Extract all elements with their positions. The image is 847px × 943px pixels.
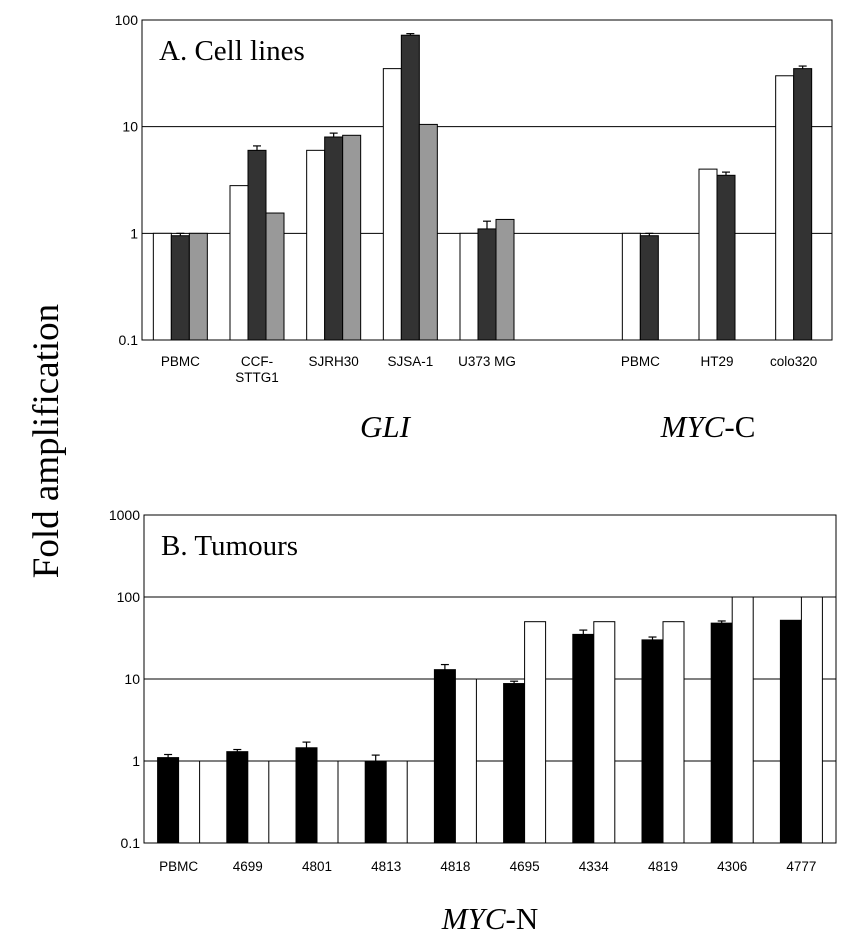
group-label-myc-n-part: -N	[506, 901, 539, 936]
bar-4777-black	[779, 619, 802, 844]
x-tick-label: STTG1	[235, 370, 279, 385]
panel-title: A. Cell lines	[159, 35, 305, 67]
group-label-myc-c-part: MYC	[660, 409, 725, 444]
bar-4813-black	[364, 760, 387, 844]
bar-4777-white	[800, 596, 823, 844]
y-axis-label: Fold amplification	[26, 304, 67, 578]
bar-pbmc-grey	[188, 232, 208, 341]
bar-ccf-sttg1-white	[229, 185, 249, 341]
x-tick-label: 4334	[579, 859, 610, 874]
bar-colo320-dark	[793, 68, 813, 341]
group-label-gli: GLI	[360, 409, 412, 444]
bar-u373-mg-grey	[495, 218, 515, 341]
bar-sjrh30-white	[306, 149, 326, 341]
bar-4819-white	[662, 621, 685, 844]
bar-pbmc-black	[157, 757, 180, 844]
bar-ht29-dark	[716, 174, 736, 341]
x-tick-label: 4306	[717, 859, 747, 874]
bar-pbmc-dark	[639, 235, 659, 341]
x-tick-label: 4695	[510, 859, 540, 874]
x-tick-label: PBMC	[159, 859, 198, 874]
x-tick-label: 4699	[233, 859, 263, 874]
bar-4699-white	[247, 760, 270, 844]
bar-u373-mg-white	[459, 232, 479, 341]
bar-sjrh30-dark	[324, 136, 344, 341]
panel-title: B. Tumours	[161, 530, 298, 562]
x-tick-label: 4777	[786, 859, 816, 874]
bar-ccf-sttg1-grey	[265, 212, 285, 341]
bar-pbmc-white	[152, 232, 172, 341]
x-tick-label: colo320	[770, 354, 817, 369]
x-tick-label: HT29	[700, 354, 733, 369]
bar-4818-white	[454, 678, 477, 844]
bar-4334-black	[572, 633, 595, 844]
group-label-myc-n-part: MYC	[441, 901, 506, 936]
bar-colo320-white	[775, 75, 795, 341]
x-tick-label: 4801	[302, 859, 332, 874]
chart-panel-a-cell-lines: 0.1 1 10 100 PBMC CCF-STTG1 SJRH30 SJSA-1 U373 M…	[115, 12, 833, 385]
bar-sjrh30-grey	[342, 134, 362, 341]
bar-4695-white	[524, 621, 547, 844]
bar-ht29-white	[698, 168, 718, 341]
group-label-gli-part: GLI	[360, 409, 412, 444]
x-tick-label: U373 MG	[458, 354, 516, 369]
x-tick-label: 4813	[371, 859, 401, 874]
y-tick-label: 100	[115, 12, 139, 28]
bar-sjsa-1-white	[382, 68, 402, 341]
y-tick-label: 0.1	[119, 332, 139, 348]
bar-4699-black	[226, 751, 249, 844]
bar-sjsa-1-grey	[418, 123, 438, 341]
bar-u373-mg-dark	[477, 228, 497, 341]
x-tick-label: SJRH30	[309, 354, 359, 369]
x-tick-label: 4818	[440, 859, 470, 874]
y-tick-label: 1000	[109, 507, 140, 523]
y-tick-label: 10	[122, 119, 138, 135]
bar-4306-black	[710, 622, 733, 844]
bar-pbmc-white	[621, 232, 641, 341]
group-label-myc-n: MYC-N	[441, 901, 538, 936]
bar-4334-white	[593, 621, 616, 844]
x-tick-label: PBMC	[621, 354, 660, 369]
y-tick-label: 100	[117, 589, 141, 605]
bar-pbmc-dark	[170, 235, 190, 341]
bar-pbmc-white	[178, 760, 201, 844]
y-tick-label: 0.1	[121, 835, 141, 851]
bar-4306-white	[731, 596, 754, 844]
bar-4801-white	[316, 760, 339, 844]
y-tick-label: 1	[130, 225, 138, 241]
bar-4819-black	[641, 639, 664, 844]
y-tick-label: 1	[132, 753, 140, 769]
x-tick-label: CCF-	[241, 354, 273, 369]
bar-ccf-sttg1-dark	[247, 149, 267, 341]
group-label-myc-c-part: -C	[724, 409, 755, 444]
bar-4813-white	[385, 760, 408, 844]
y-tick-label: 10	[124, 671, 140, 687]
plot-frame	[143, 514, 837, 844]
bar-sjsa-1-dark	[400, 34, 420, 341]
group-label-myc-c: MYC-C	[660, 409, 756, 444]
x-tick-label: 4819	[648, 859, 678, 874]
bar-4695-black	[503, 683, 526, 844]
bar-4818-black	[433, 669, 456, 844]
x-tick-label: SJSA-1	[387, 354, 433, 369]
x-tick-label: PBMC	[161, 354, 200, 369]
chart-panel-b-tumours: 0.1 1 10 100 1000 PBMC 4699 4801 4813 4818 4695 433…	[109, 507, 837, 874]
bar-4801-black	[295, 747, 318, 844]
